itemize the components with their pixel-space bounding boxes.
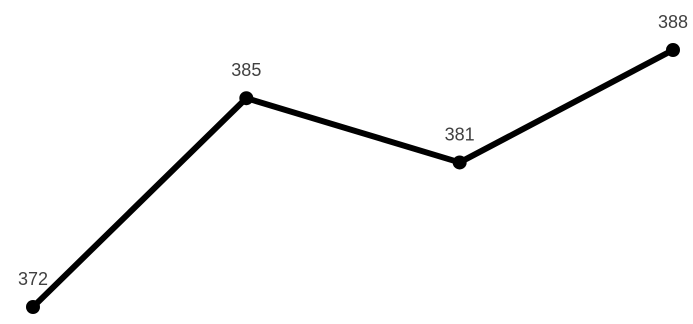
series-line-segment (30, 95, 250, 310)
series-layer (30, 47, 676, 310)
data-label: 381 (445, 124, 475, 144)
data-point (452, 155, 467, 170)
data-point (239, 91, 254, 106)
data-label: 385 (231, 60, 261, 80)
data-point (666, 43, 680, 57)
data-label: 372 (18, 269, 48, 289)
series-line-segment (456, 47, 676, 166)
data-label: 388 (658, 12, 688, 32)
points-layer (26, 43, 680, 314)
data-point (26, 300, 40, 314)
data-labels-layer: 372 385 381 388 (18, 12, 688, 289)
series-line-segment (243, 95, 463, 166)
